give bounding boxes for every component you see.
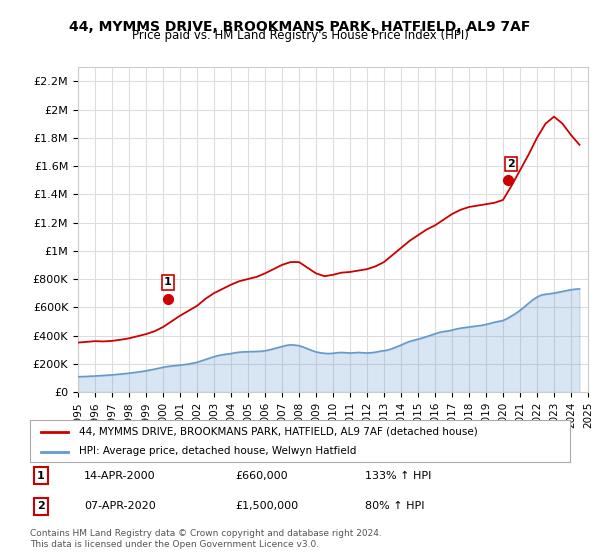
Text: 14-APR-2000: 14-APR-2000 xyxy=(84,470,155,480)
Text: 07-APR-2020: 07-APR-2020 xyxy=(84,501,156,511)
Text: Price paid vs. HM Land Registry's House Price Index (HPI): Price paid vs. HM Land Registry's House … xyxy=(131,29,469,42)
Text: 2: 2 xyxy=(507,159,515,169)
Text: £660,000: £660,000 xyxy=(235,470,288,480)
Text: HPI: Average price, detached house, Welwyn Hatfield: HPI: Average price, detached house, Welw… xyxy=(79,446,356,456)
Text: 44, MYMMS DRIVE, BROOKMANS PARK, HATFIELD, AL9 7AF (detached house): 44, MYMMS DRIVE, BROOKMANS PARK, HATFIEL… xyxy=(79,427,478,437)
Text: 2: 2 xyxy=(37,501,44,511)
Text: Contains HM Land Registry data © Crown copyright and database right 2024.
This d: Contains HM Land Registry data © Crown c… xyxy=(30,529,382,549)
Text: 44, MYMMS DRIVE, BROOKMANS PARK, HATFIELD, AL9 7AF: 44, MYMMS DRIVE, BROOKMANS PARK, HATFIEL… xyxy=(70,20,530,34)
Text: 1: 1 xyxy=(164,278,172,287)
Text: 1: 1 xyxy=(37,470,44,480)
Text: £1,500,000: £1,500,000 xyxy=(235,501,298,511)
Text: 133% ↑ HPI: 133% ↑ HPI xyxy=(365,470,431,480)
Text: 80% ↑ HPI: 80% ↑ HPI xyxy=(365,501,424,511)
